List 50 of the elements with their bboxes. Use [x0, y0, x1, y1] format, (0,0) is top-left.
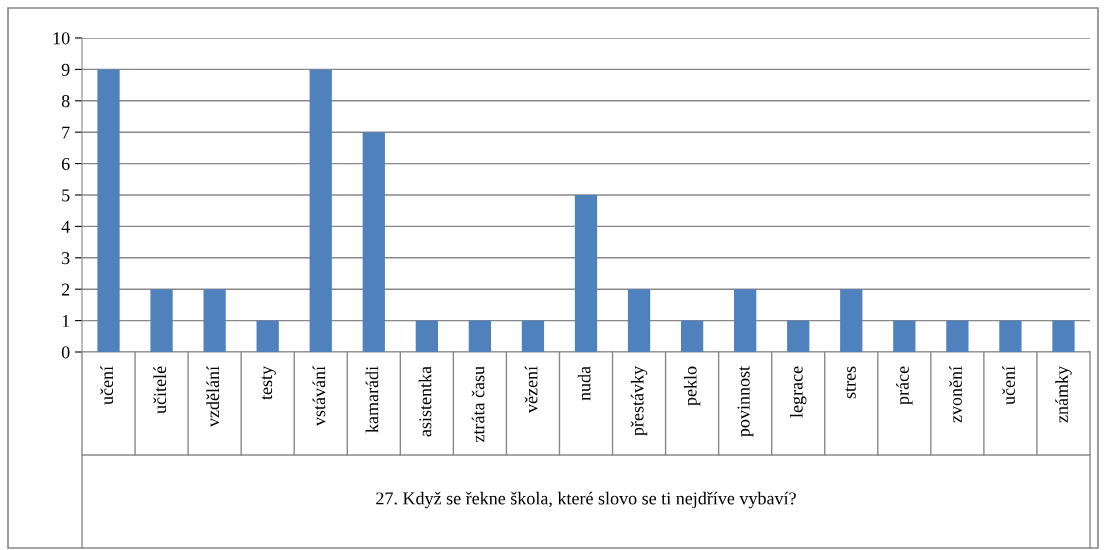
x-tick-label: práce	[896, 366, 913, 405]
bar	[468, 320, 492, 352]
bar	[150, 289, 173, 352]
bar	[1052, 320, 1075, 352]
bar	[840, 289, 863, 352]
bar	[999, 320, 1022, 352]
x-tick-label: přestávky	[630, 365, 648, 436]
y-tick-label: 2	[61, 283, 70, 296]
bar	[203, 289, 226, 352]
y-tick-label: 9	[61, 63, 70, 76]
bar	[893, 320, 916, 352]
y-tick-label: 4	[61, 220, 70, 233]
x-tick-label: ztráta času	[471, 366, 485, 443]
x-tick-label: vstávání	[312, 366, 326, 427]
y-tick-label: 8	[61, 95, 70, 108]
x-tick-label: kamarádi	[365, 366, 379, 433]
y-tick-label: 5	[62, 189, 70, 202]
y-tick-label: 10	[53, 32, 70, 45]
y-tick-label: 3	[62, 252, 70, 265]
x-axis-title: 27. Když se řekne škola, které slovo se ti nejdříve vybaví?	[376, 491, 796, 509]
bar	[309, 69, 332, 352]
x-tick-label: učení	[100, 366, 114, 405]
bar	[362, 132, 385, 352]
x-tick-label: nuda	[577, 366, 591, 401]
x-tick-label: známky	[1055, 365, 1072, 423]
x-tick-label: testy	[261, 365, 276, 400]
bar	[787, 320, 810, 352]
bar	[574, 195, 598, 352]
bar	[680, 320, 704, 352]
x-tick-label: zvonění	[949, 366, 962, 423]
bar	[946, 320, 969, 352]
bar	[627, 289, 651, 352]
bar	[97, 69, 120, 352]
y-tick-label: 0	[61, 346, 70, 359]
y-tick-label: 1	[62, 314, 70, 327]
y-tick-label: 6	[61, 157, 70, 171]
x-tick-label: učitelé	[153, 366, 167, 414]
x-tick-label: učení	[1002, 366, 1015, 405]
x-tick-label: stres	[845, 366, 856, 399]
x-tick-label: povinnost	[737, 365, 754, 437]
bar	[734, 289, 757, 352]
x-tick-label: legrace	[790, 366, 807, 418]
x-tick-label: vězení	[524, 366, 538, 414]
x-tick-label: vzdělání	[206, 366, 220, 428]
bar	[521, 320, 545, 352]
bar	[415, 320, 438, 352]
bar	[256, 320, 279, 352]
x-tick-label: peklo	[683, 366, 701, 406]
x-tick-label: asistentka	[418, 366, 432, 437]
y-tick-label: 7	[62, 126, 70, 139]
